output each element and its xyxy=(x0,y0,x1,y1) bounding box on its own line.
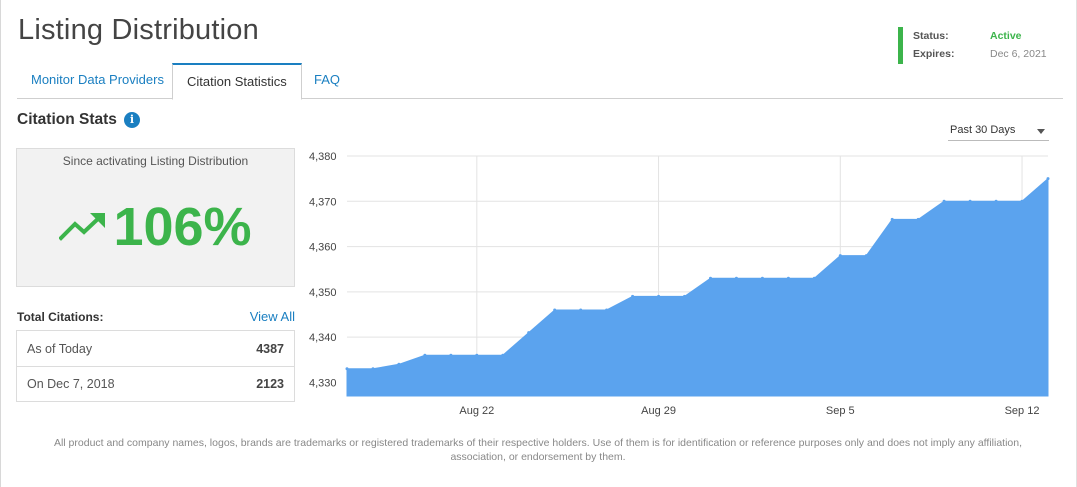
status-label: Status: xyxy=(913,30,949,42)
data-point xyxy=(657,294,661,298)
data-point xyxy=(1020,199,1024,203)
data-point xyxy=(968,199,972,203)
data-point xyxy=(423,353,427,357)
data-point xyxy=(709,276,712,280)
table-row: On Dec 7, 2018 2123 xyxy=(17,366,294,401)
row-label: As of Today xyxy=(27,341,93,356)
tab-monitor-data-providers[interactable]: Monitor Data Providers xyxy=(31,72,164,87)
trademark-disclaimer: All product and company names, logos, br… xyxy=(53,437,1023,463)
row-label: On Dec 7, 2018 xyxy=(27,377,115,391)
view-all-link[interactable]: View All xyxy=(249,309,295,324)
data-point xyxy=(1046,177,1050,181)
tab-citation-statistics[interactable]: Citation Statistics xyxy=(172,63,302,100)
data-point xyxy=(371,367,375,371)
data-point xyxy=(864,254,868,258)
data-point xyxy=(890,217,894,221)
data-point xyxy=(345,367,349,371)
y-tick-label: 4,350 xyxy=(309,287,337,299)
data-point xyxy=(527,331,531,335)
growth-card: Since activating Listing Distribution 10… xyxy=(16,148,295,287)
data-point xyxy=(605,308,609,312)
data-point xyxy=(553,308,557,312)
data-point xyxy=(942,199,946,203)
y-tick-label: 4,360 xyxy=(309,242,337,254)
citations-area-chart: 4,330 4,340 4,350 4,360 4,370 4,380 Aug 22 Aug … xyxy=(309,151,1050,417)
x-tick-label: Sep 12 xyxy=(1005,405,1040,417)
data-point xyxy=(579,308,583,312)
section-heading: Citation Stats i xyxy=(17,111,140,129)
tab-faq[interactable]: FAQ xyxy=(314,72,341,87)
y-tick-label: 4,330 xyxy=(309,377,337,389)
data-point xyxy=(838,254,842,258)
date-range-select[interactable]: Past 30 Days xyxy=(948,122,1049,141)
x-tick-label: Aug 29 xyxy=(641,405,676,417)
row-value: 2123 xyxy=(256,377,284,391)
data-point xyxy=(734,276,738,280)
growth-caption: Since activating Listing Distribution xyxy=(62,154,249,168)
chevron-down-icon xyxy=(1037,129,1045,134)
y-tick-label: 4,380 xyxy=(309,151,337,163)
expires-label: Expires: xyxy=(913,48,955,60)
data-point xyxy=(683,294,686,298)
data-point xyxy=(812,276,816,280)
data-point xyxy=(501,353,505,357)
area-series xyxy=(346,177,1049,397)
data-point xyxy=(916,217,920,221)
status-row: Status: Active xyxy=(913,27,1047,45)
x-tick-label: Aug 22 xyxy=(459,405,494,417)
subscription-status: Status: Active Expires: Dec 6, 2021 xyxy=(898,27,1047,64)
growth-value-wrap: 106% xyxy=(17,199,294,255)
trending-up-icon xyxy=(59,213,106,241)
data-point xyxy=(449,353,453,357)
table-row: As of Today 4387 xyxy=(17,331,294,366)
row-value: 4387 xyxy=(256,341,284,356)
section-title: Citation Stats xyxy=(17,111,117,128)
status-value: Active xyxy=(990,30,1022,42)
data-point xyxy=(994,199,998,203)
date-range-value: Past 30 Days xyxy=(950,124,1016,136)
data-point xyxy=(786,276,790,280)
data-point xyxy=(397,362,401,366)
x-tick-label: Sep 5 xyxy=(826,405,855,417)
y-tick-label: 4,340 xyxy=(309,332,337,344)
tab-bar: Monitor Data Providers Citation Statisti… xyxy=(17,63,1063,100)
info-icon[interactable]: i xyxy=(123,112,140,128)
totals-label: Total Citations: xyxy=(17,310,104,324)
data-point xyxy=(475,353,479,357)
data-point xyxy=(631,294,635,298)
totals-header: Total Citations: View All xyxy=(17,309,295,324)
totals-table: As of Today 4387 On Dec 7, 2018 2123 xyxy=(16,330,295,402)
growth-percent: 106% xyxy=(113,197,252,257)
data-point xyxy=(760,276,764,280)
y-tick-label: 4,370 xyxy=(309,196,337,208)
expires-row: Expires: Dec 6, 2021 xyxy=(913,45,1047,63)
expires-value: Dec 6, 2021 xyxy=(990,48,1047,60)
page-title: Listing Distribution xyxy=(18,14,259,46)
